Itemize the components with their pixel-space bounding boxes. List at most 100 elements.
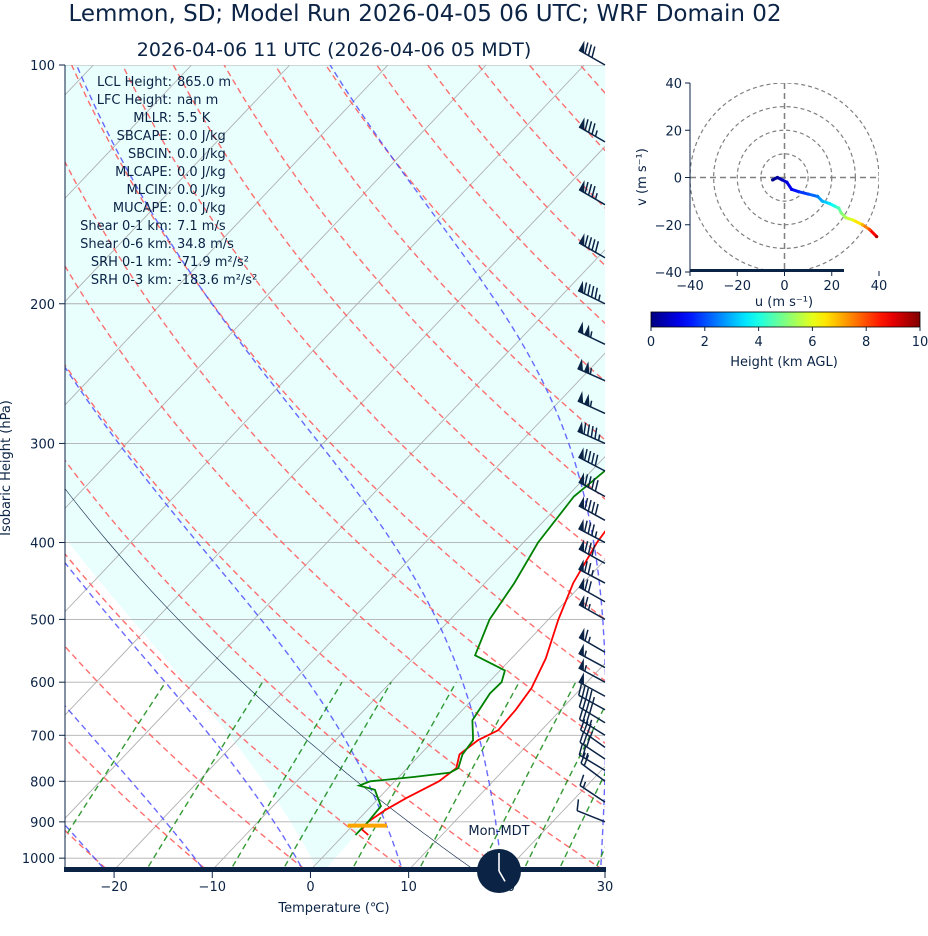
index-label: MLCAPE: [115,165,172,180]
mixing-ratio-line [65,681,167,839]
wind-barb-full [588,702,594,714]
index-label: LCL Height: [97,75,172,90]
moist-adiabat-line [65,366,404,870]
wind-barb-flag [578,595,585,608]
mixing-ratio-line [478,681,577,870]
index-value: 34.8 m/s [177,237,234,252]
wind-barb-staff [580,762,606,782]
hodograph-y-tick-label: 20 [665,124,682,139]
isotherm-line [65,249,605,819]
parcel-trace-line [65,488,475,870]
index-value: 0.0 J/kg [177,183,226,198]
hodograph-point [827,201,831,206]
hodograph-x-tick-label: −40 [676,279,703,294]
wind-barb [578,627,606,653]
clock-widget: Mon-MDT [468,824,530,893]
wind-barb-half [589,367,593,375]
colorbar-tick-label: 4 [754,335,762,350]
wind-barb [576,799,606,823]
wind-barb [578,447,606,472]
wind-barb-full [583,721,589,733]
hodograph-point [775,175,780,180]
wind-barb [578,518,606,544]
wind-barb [577,421,606,445]
wind-barb-full [591,544,596,557]
moist-adiabat-line [65,704,205,870]
index-label: MUCAPE: [113,201,172,216]
wind-barb-full [587,44,593,56]
wind-barb-flag [577,321,584,334]
wind-barb-half [592,696,596,704]
wind-barb-full [578,708,584,720]
colorbar-label: Height (km AGL) [730,355,838,370]
hodograph-point [875,234,879,239]
wind-barb-full [587,121,593,133]
wind-barb-full [579,718,586,731]
figure-title: Lemmon, SD; Model Run 2026-04-05 06 UTC;… [68,1,781,27]
wind-barb [578,658,606,683]
colorbar-tick-label: 6 [808,335,816,350]
wind-barb-full [587,522,592,534]
wind-barb-staff [578,694,606,711]
wind-barb-full [583,520,588,532]
hodograph-y-axis-label: v (m s⁻¹) [635,148,650,206]
hodograph-point [860,223,865,227]
wind-barb-full [591,478,596,490]
wind-barb-half [587,603,591,611]
hodograph-y-tick-label: 40 [665,77,682,92]
wind-barb-full [587,284,591,296]
wind-barb-half [597,294,601,301]
wind-barb-flag [579,117,585,130]
wind-barb-staff [577,330,606,346]
hodograph-panel: −40 −20 0 20 40 40 20 0 −20 −40 [655,77,888,294]
wind-barb-full [577,684,583,696]
mixing-ratio-line [418,681,520,870]
hodograph-segment [806,192,820,198]
index-label: Shear 0-1 km: [80,219,172,234]
skewt-y-tick-label: 600 [30,676,55,691]
wind-barb-full [587,183,593,196]
hodograph-point [797,190,801,194]
wind-barb-full [591,239,596,251]
wind-barb-full [583,449,588,461]
wind-barb [579,774,606,803]
wind-barb-staff [578,667,606,683]
wind-barb-staff [579,784,606,803]
wind-barb-full [594,479,599,492]
dry-adiabat-line [70,65,605,682]
wind-barb-full [585,712,591,724]
dry-adiabat-line [65,264,605,808]
index-label: SBCAPE: [117,129,172,144]
isotherm-line [65,65,487,509]
isotherm-line [310,559,605,870]
hodograph-point [844,216,848,220]
wind-barb-full [582,710,587,722]
wind-barb-full [584,119,589,131]
index-value: -183.6 m²/s² [177,273,257,288]
wind-barb [577,358,606,382]
hodograph-plot-area [690,83,879,271]
colorbar-strip [650,311,921,328]
hodograph-x-tick-label: 20 [823,279,840,294]
mixing-ratio-line [522,704,605,870]
skewt-y-tick-label: 100 [30,59,55,74]
dry-adiabat-line [223,65,605,500]
wind-barb-flag [578,539,585,552]
wind-barb-flag [584,324,590,337]
wind-barb-full [590,425,594,438]
wind-barb-full [583,422,587,435]
wind-barb-flag [584,393,590,407]
wind-barb [577,280,606,305]
skewt-y-tick-label: 700 [30,729,55,744]
wind-barb-full [586,424,591,436]
wind-barb-staff [578,681,606,697]
wind-barb [578,559,606,584]
wind-barb-full [584,540,589,553]
wind-barb-full [594,287,598,300]
wind-barb-staff [579,706,606,724]
wind-barb-half [591,569,594,577]
wind-barb-flag [579,180,585,193]
index-value: -71.9 m²/s² [177,255,249,270]
wind-barb-half [582,781,587,788]
wind-barb [579,718,606,748]
